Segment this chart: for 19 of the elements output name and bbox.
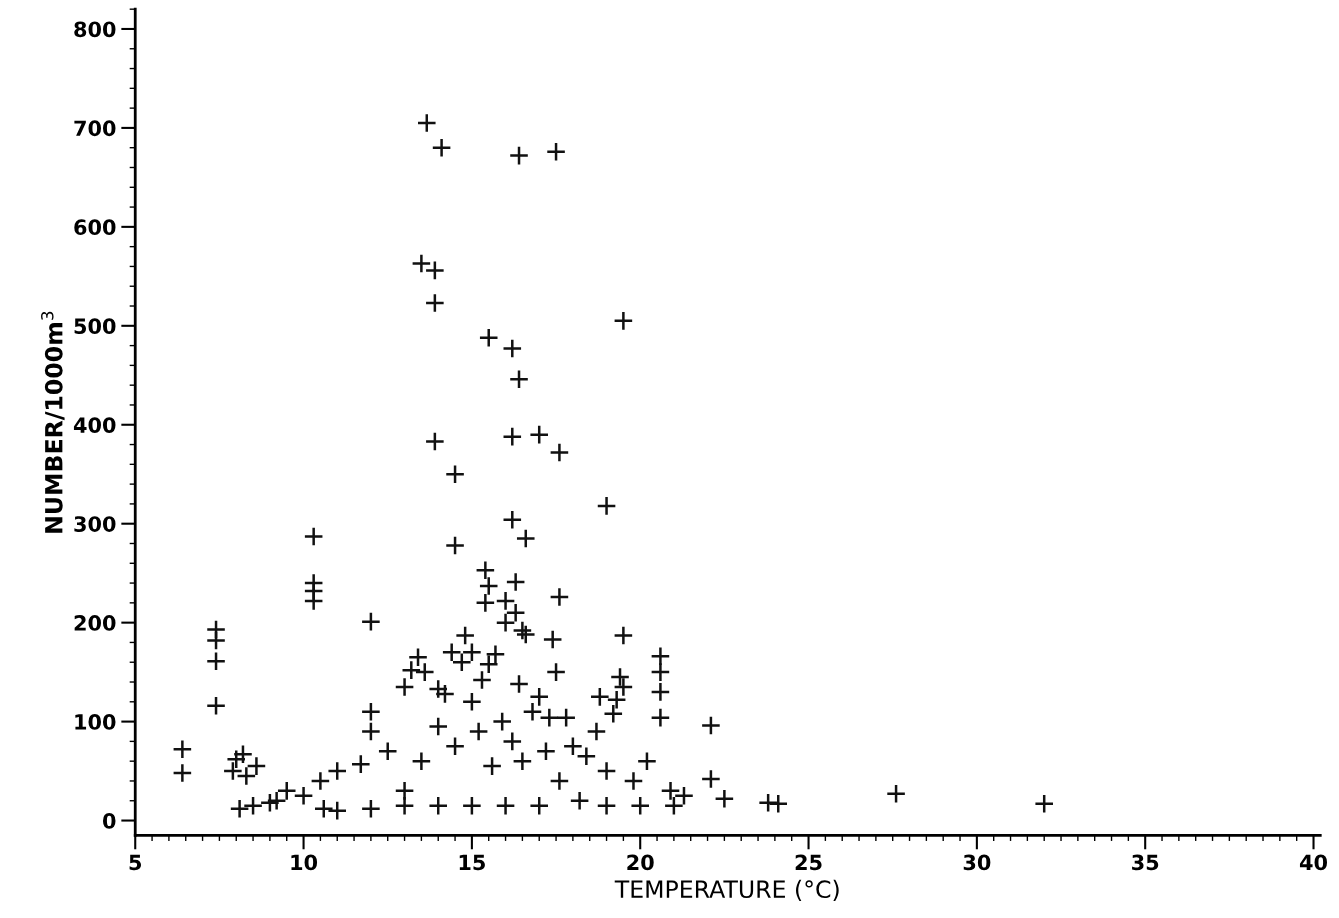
y-tick-label: 300 (74, 516, 116, 532)
y-tick-label: 100 (75, 714, 116, 730)
x-axis-title: TEMPERATURE (°C) (614, 879, 839, 901)
x-tick-label: 25 (795, 854, 822, 871)
y-tick-label: 0 (102, 812, 116, 829)
y-tick-label: 700 (74, 120, 116, 137)
y-axis-title: NUMBER/1000m$^{3}$ (41, 311, 65, 533)
y-tick-label: 600 (74, 219, 116, 236)
y-tick-label: 800 (74, 21, 116, 38)
x-tick-label: 35 (1132, 854, 1159, 871)
x-tick-label: 30 (963, 854, 991, 871)
x-tick-label: 40 (1299, 854, 1328, 871)
x-tick-label: 5 (129, 854, 142, 871)
y-tick-label: 500 (74, 318, 116, 335)
y-tick-label: 400 (73, 417, 116, 433)
x-tick-label: 20 (627, 854, 654, 871)
y-tick-label: 200 (74, 615, 116, 631)
x-tick-label: 15 (459, 854, 485, 871)
x-tick-label: 10 (291, 854, 318, 871)
